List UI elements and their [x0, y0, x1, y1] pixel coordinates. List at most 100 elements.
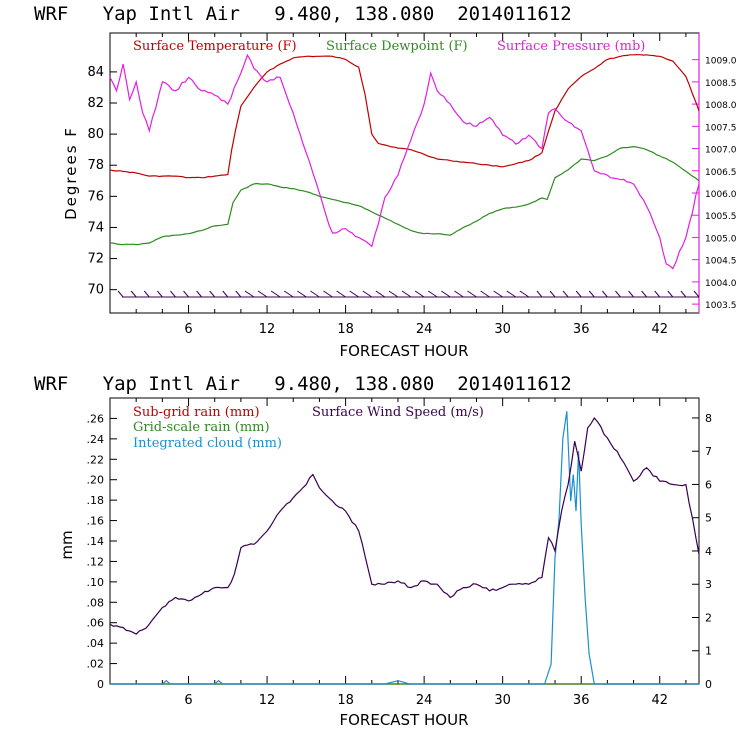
wind-barb — [588, 290, 595, 298]
wind-barb — [244, 290, 255, 298]
bottom-x-tick-label: 24 — [416, 693, 433, 708]
bottom-x-tick-label: 36 — [573, 693, 590, 708]
wind-barb — [601, 290, 608, 298]
legend-surface-pressure: Surface Pressure (mb) — [497, 39, 645, 54]
bottom-x-axis-label: FORECAST HOUR — [339, 711, 468, 729]
legend-integrated-cloud: Integrated cloud (mm) — [133, 436, 282, 451]
wind-barb — [615, 290, 621, 298]
wind-barb — [283, 290, 294, 298]
wind-barb — [519, 290, 530, 298]
precipitation-panel: WRF Yap Intl Air 9.480, 138.080 20140116… — [34, 373, 712, 729]
bottom-y2-tick-label: 0 — [705, 678, 712, 691]
legend-surface-wind-speed: Surface Wind Speed (m/s) — [312, 405, 484, 420]
top-y-tick-label: 70 — [87, 283, 104, 298]
series-line-surface-temperature-f — [109, 54, 700, 179]
wind-barb — [562, 290, 569, 298]
series-line-surface-pressure-mb — [109, 53, 700, 270]
series-line-integrated-cloud-mm — [110, 411, 699, 685]
wind-barb — [680, 290, 687, 298]
bottom-x-tick-label: 6 — [184, 693, 192, 708]
bottom-y-tick-label: .16 — [87, 515, 105, 528]
top-y2-tick-label: 1008.5 — [705, 79, 737, 89]
wind-barb — [117, 290, 124, 298]
bottom-y-axis-label: mm — [58, 530, 76, 559]
top-chart-title: WRF Yap Intl Air 9.480, 138.080 20140116… — [34, 3, 572, 25]
bottom-y-tick-label: .10 — [87, 576, 105, 589]
bottom-y-tick-label: .06 — [87, 617, 105, 630]
top-y-axis-label: Degrees F — [62, 126, 80, 220]
bottom-x-tick-label: 18 — [337, 693, 354, 708]
wind-barb — [375, 290, 386, 298]
bottom-y2-tick-label: 4 — [705, 545, 712, 558]
top-x-ticks: 6 12 18 24 30 36 42 — [109, 33, 687, 337]
wind-barb — [575, 290, 582, 298]
bottom-y2-ticks: 0 1 2 3 4 5 6 7 8 — [692, 412, 712, 691]
top-y2-ticks: 1003.5 1004.0 1004.5 1005.0 1005.5 1006.0 1006… — [692, 57, 737, 311]
bottom-y-tick-label: .08 — [87, 596, 105, 609]
bottom-x-tick-label: 42 — [651, 693, 668, 708]
wind-barb — [427, 290, 438, 298]
top-x-tick-label: 24 — [416, 322, 433, 337]
top-y2-tick-label: 1007.5 — [705, 123, 737, 133]
legend-surface-temperature: Surface Temperature (F) — [133, 39, 297, 54]
bottom-y-tick-label: 0 — [97, 678, 104, 691]
top-x-tick-label: 12 — [259, 322, 276, 337]
legend-grid-scale-rain: Grid-scale rain (mm) — [133, 420, 270, 435]
top-y-tick-label: 84 — [87, 65, 104, 80]
bottom-chart-title: WRF Yap Intl Air 9.480, 138.080 20140116… — [34, 373, 572, 395]
bottom-y-tick-label: .24 — [87, 433, 105, 446]
wind-barb — [130, 290, 137, 298]
wind-barb — [183, 290, 189, 298]
temperature-panel: WRF Yap Intl Air 9.480, 138.080 20140116… — [34, 3, 737, 360]
wind-barb — [235, 290, 242, 298]
wind-barb — [641, 290, 648, 298]
wind-barb — [628, 290, 634, 298]
wind-barb — [336, 290, 346, 298]
bottom-y2-tick-label: 8 — [705, 412, 712, 425]
top-y-tick-label: 80 — [87, 127, 104, 142]
wind-barb — [349, 290, 359, 298]
legend-surface-dewpoint: Surface Dewpoint (F) — [326, 39, 468, 54]
wind-barb — [480, 290, 490, 298]
bottom-y-tick-label: .20 — [87, 474, 105, 487]
wind-barb — [654, 290, 661, 298]
top-y-tick-label: 82 — [87, 96, 104, 111]
wind-barb — [467, 290, 477, 298]
wind-barb — [536, 290, 543, 298]
top-y-tick-label: 72 — [87, 252, 104, 267]
top-x-tick-label: 42 — [651, 322, 668, 337]
wind-barb — [156, 290, 163, 298]
bottom-y2-tick-label: 7 — [705, 445, 712, 458]
wind-barb — [362, 290, 373, 298]
top-y2-tick-label: 1007.0 — [705, 146, 737, 156]
bottom-x-tick-label: 30 — [494, 693, 511, 708]
wind-barb — [454, 290, 464, 298]
top-x-tick-label: 6 — [184, 322, 192, 337]
top-y-tick-label: 76 — [87, 189, 104, 204]
series-line-surface-wind-speed-m-s — [109, 416, 700, 635]
top-x-tick-label: 18 — [337, 322, 354, 337]
bottom-y2-tick-label: 6 — [705, 478, 712, 491]
bottom-y-tick-label: .14 — [87, 535, 105, 548]
top-y-tick-label: 78 — [87, 158, 104, 173]
wind-barb — [414, 290, 425, 298]
series-line-surface-dewpoint-f — [109, 145, 700, 246]
top-y2-tick-label: 1006.5 — [705, 168, 737, 178]
wind-barb — [401, 290, 412, 298]
wind-barb — [196, 290, 203, 298]
bottom-y-tick-label: .22 — [87, 453, 105, 466]
top-plot-frame — [109, 32, 700, 314]
wind-barb — [493, 290, 503, 298]
bottom-y2-tick-label: 5 — [705, 512, 712, 525]
wind-barb — [388, 290, 399, 298]
wind-barb — [270, 290, 281, 298]
bottom-y2-tick-label: 1 — [705, 645, 712, 658]
wind-barb — [323, 290, 333, 298]
wind-barb — [693, 290, 700, 298]
top-x-axis-label: FORECAST HOUR — [339, 342, 468, 360]
bottom-x-ticks: 6 12 18 24 30 36 42 — [109, 398, 687, 708]
bottom-y2-tick-label: 3 — [705, 578, 712, 591]
legend-subgrid-rain: Sub-grid rain (mm) — [133, 405, 260, 420]
top-y2-tick-label: 1004.0 — [705, 279, 737, 289]
